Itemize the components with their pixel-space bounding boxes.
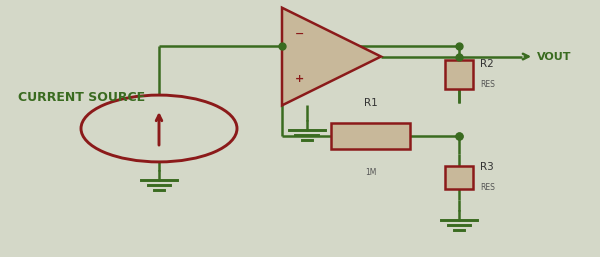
- Bar: [445, 166, 473, 189]
- Text: −: −: [295, 29, 305, 39]
- Text: R2: R2: [480, 59, 494, 69]
- Text: CURRENT SOURCE: CURRENT SOURCE: [18, 91, 145, 104]
- Text: 1M: 1M: [365, 168, 376, 177]
- Text: R3: R3: [480, 162, 494, 172]
- Polygon shape: [282, 8, 381, 105]
- Text: RES: RES: [480, 80, 495, 89]
- Text: +: +: [295, 74, 304, 84]
- Text: VOUT: VOUT: [537, 52, 571, 61]
- Text: R1: R1: [364, 98, 377, 108]
- Bar: [445, 60, 473, 89]
- Text: RES: RES: [480, 183, 495, 192]
- Bar: [331, 123, 410, 149]
